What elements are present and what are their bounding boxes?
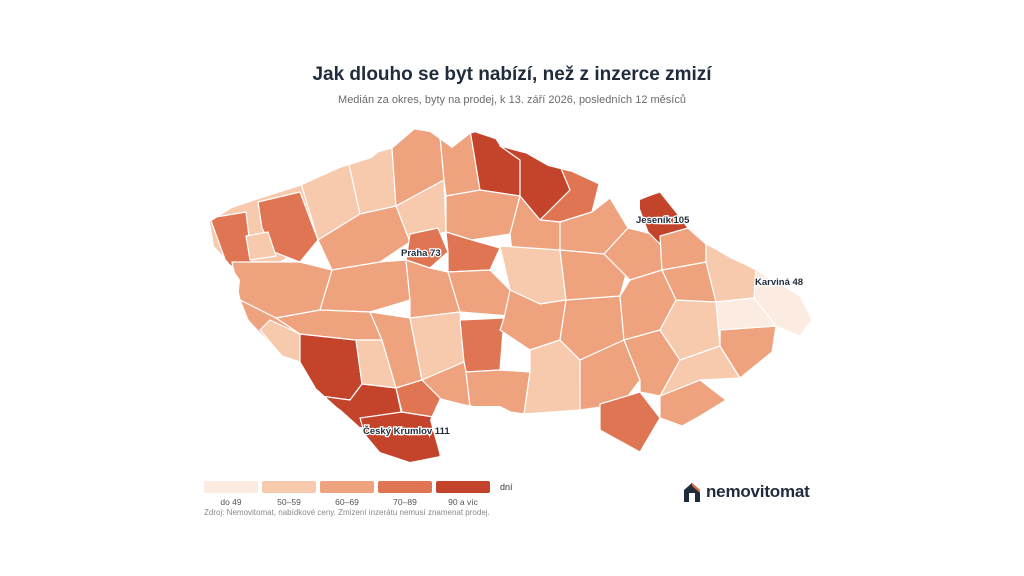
legend-item: 70–89 [378, 481, 432, 507]
callout-karvina: Karviná 48 [755, 277, 803, 288]
legend-swatch [204, 481, 258, 493]
map-title: Jak dlouho se byt nabízí, než z inzerce … [312, 64, 712, 85]
callout-praha: Praha 73 [401, 248, 441, 259]
house-logo-icon [684, 483, 700, 502]
callout-jesenik: Jeseník 105 [636, 215, 690, 226]
legend-swatch [378, 481, 432, 493]
legend-swatch [262, 481, 316, 493]
district [245, 231, 277, 261]
legend-swatch [436, 481, 490, 493]
legend-item: 90 a víc [436, 481, 490, 507]
district [445, 189, 521, 241]
brand-name: nemovitomat [706, 482, 810, 501]
legend-item: 50–59 [262, 481, 316, 507]
legend-item: 60–69 [320, 481, 374, 507]
district [359, 411, 441, 462]
brand-logo[interactable]: nemovitomat [682, 478, 810, 506]
legend-label: 60–69 [335, 497, 359, 507]
legend-swatch [320, 481, 374, 493]
district [579, 339, 641, 411]
callout-cesky-krumlov: Český Krumlov 111 [363, 425, 450, 437]
district [599, 391, 661, 453]
district [705, 243, 757, 303]
map-subtitle: Medián za okres, byty na prodej, k 13. z… [338, 94, 686, 106]
source-note: Zdroj: Nemovitomat, nabídkové ceny. Zmiz… [204, 508, 490, 517]
district [459, 317, 505, 373]
district [299, 333, 363, 401]
legend-label: 90 a víc [448, 497, 478, 507]
legend-unit: dní [500, 482, 513, 492]
legend-label: 70–89 [393, 497, 417, 507]
legend-item: do 49 [204, 481, 258, 507]
legend-label: 50–59 [277, 497, 301, 507]
legend: do 49 50–59 60–69 70–89 90 a víc dní [204, 481, 534, 511]
legend-label: do 49 [220, 497, 242, 507]
district [259, 319, 301, 363]
district [715, 297, 777, 347]
district [465, 369, 531, 415]
district [405, 227, 449, 269]
district [659, 227, 707, 271]
